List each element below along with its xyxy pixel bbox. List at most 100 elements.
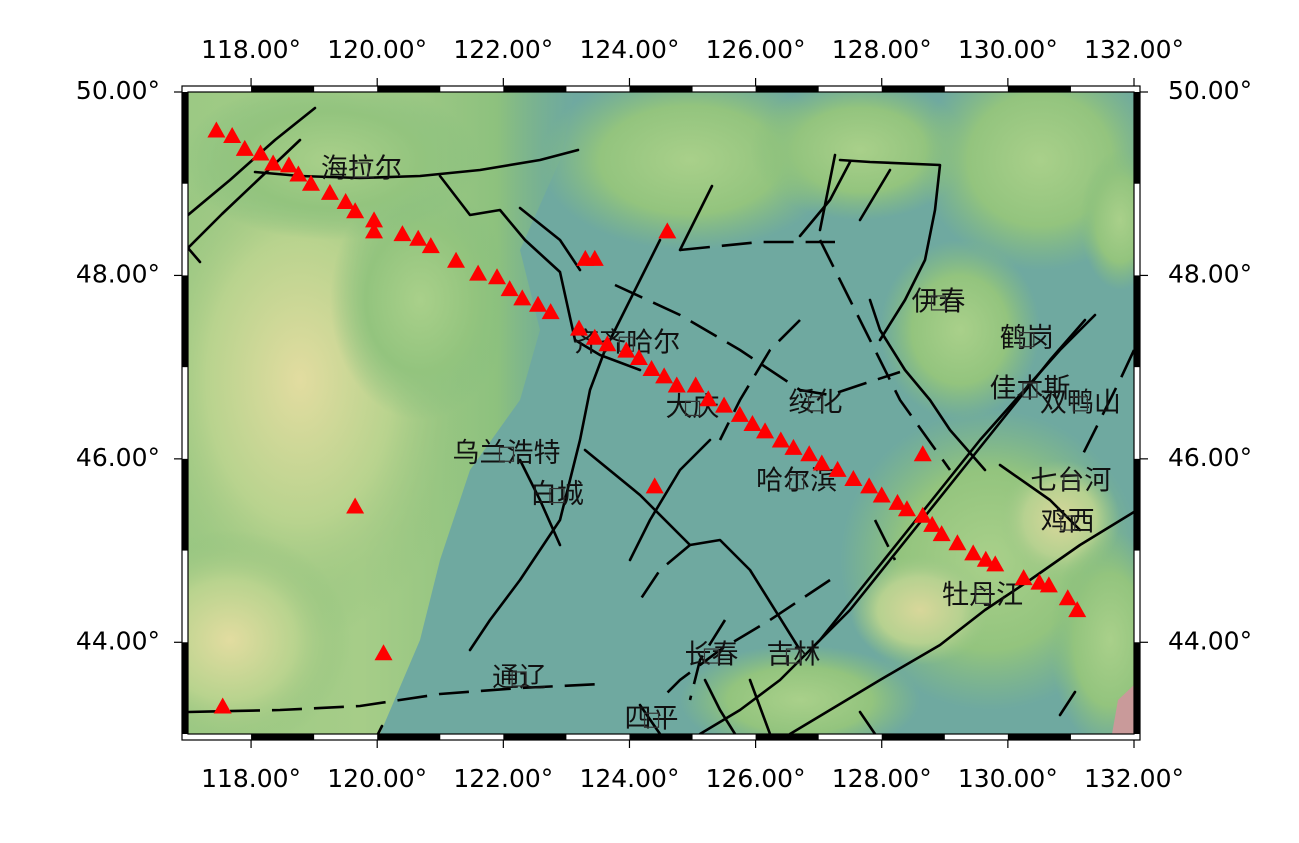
city-marker xyxy=(703,648,720,664)
station-marker xyxy=(860,477,879,494)
lat-tick-label-right: 48.00° xyxy=(1168,259,1252,288)
station-marker xyxy=(500,280,519,297)
lon-tick-label-bottom: 130.00° xyxy=(958,764,1058,793)
city-marker xyxy=(498,446,515,462)
station-marker xyxy=(800,445,819,462)
city-label: 双鸭山 xyxy=(1040,387,1121,418)
frame-bar xyxy=(1134,642,1140,734)
station-marker xyxy=(346,497,365,514)
station-marker xyxy=(756,422,775,439)
station-marker xyxy=(730,405,749,422)
station-marker xyxy=(469,264,488,281)
station-marker xyxy=(207,121,226,138)
city-marker xyxy=(930,295,947,311)
map-frame xyxy=(181,85,1141,741)
lon-tick-label-bottom: 128.00° xyxy=(832,764,932,793)
city-marker xyxy=(785,648,802,664)
city-marker xyxy=(549,487,565,504)
lon-tick-label-top: 130.00° xyxy=(958,35,1058,64)
station-marker xyxy=(784,438,803,455)
station-marker xyxy=(658,222,677,239)
frame-bar xyxy=(881,86,945,92)
frame-bar xyxy=(755,734,819,740)
station-marker xyxy=(913,506,932,523)
station-marker xyxy=(488,268,507,285)
frame-bar xyxy=(377,734,441,740)
station-marker xyxy=(421,237,440,254)
station-marker xyxy=(642,359,661,376)
station-marker xyxy=(393,225,412,242)
station-marker xyxy=(529,295,548,312)
city-marker xyxy=(975,588,991,605)
city-label: 吉林 xyxy=(766,640,820,671)
station-marker xyxy=(336,193,355,210)
lat-tick-label-left: 44.00° xyxy=(76,626,160,655)
station-marker xyxy=(223,127,242,144)
station-marker xyxy=(771,431,790,448)
station-marker xyxy=(289,165,308,182)
station-marker xyxy=(374,644,393,661)
city-label: 绥化 xyxy=(789,387,843,418)
station-marker xyxy=(872,486,891,503)
frame-bar xyxy=(1007,86,1071,92)
station-marker xyxy=(629,348,648,365)
station-marker xyxy=(365,211,384,228)
station-marker xyxy=(513,289,532,306)
station-marker xyxy=(655,367,674,384)
lon-tick-label-bottom: 122.00° xyxy=(453,764,553,793)
station-marker xyxy=(828,460,847,477)
station-marker xyxy=(743,415,762,432)
lon-tick-label-bottom: 126.00° xyxy=(706,764,806,793)
city-marker xyxy=(1063,474,1079,490)
lon-tick-label-bottom: 120.00° xyxy=(327,764,427,793)
lat-tick-label-left: 46.00° xyxy=(76,443,160,472)
city-marker xyxy=(788,474,805,490)
station-marker xyxy=(699,390,718,407)
station-marker xyxy=(686,376,705,393)
fault-lines xyxy=(188,106,1134,734)
station-marker xyxy=(986,555,1005,572)
city-label: 四平 xyxy=(625,704,679,735)
frame-bar xyxy=(629,734,693,740)
lat-tick-label-right: 44.00° xyxy=(1168,626,1252,655)
city-label: 牡丹江 xyxy=(942,580,1023,611)
city-label: 七台河 xyxy=(1030,465,1111,496)
station-marker xyxy=(1014,569,1033,586)
station-marker xyxy=(1039,576,1058,593)
station-markers xyxy=(207,121,1087,714)
city-marker xyxy=(1072,396,1088,412)
frame-bar xyxy=(251,734,315,740)
station-marker xyxy=(913,445,932,462)
station-marker xyxy=(888,493,907,510)
station-marker xyxy=(585,328,604,345)
lat-tick-label-right: 46.00° xyxy=(1168,443,1252,472)
city-label: 长春 xyxy=(684,640,738,671)
station-marker xyxy=(948,534,967,551)
city-labels: 海拉尔齐齐哈尔伊春鹤岗佳木斯双鸭山大庆绥化乌兰浩特白城哈尔滨七台河鸡西牡丹江长春… xyxy=(321,153,1121,734)
lat-tick-label-right: 50.00° xyxy=(1168,76,1252,105)
frame-bar xyxy=(182,92,188,184)
station-marker xyxy=(541,303,560,320)
station-marker xyxy=(301,174,320,191)
frame-bar xyxy=(1007,734,1071,740)
station-marker xyxy=(251,144,270,161)
station-marker xyxy=(409,229,428,246)
station-marker xyxy=(264,154,283,171)
frame-bar xyxy=(182,458,188,551)
city-label: 佳木斯 xyxy=(989,374,1070,405)
station-marker xyxy=(235,139,254,156)
frame-bar xyxy=(1134,458,1140,551)
lat-tick-label-left: 48.00° xyxy=(76,259,160,288)
frame-bar xyxy=(182,275,188,368)
station-marker xyxy=(715,396,734,413)
lon-tick-label-top: 128.00° xyxy=(832,35,932,64)
station-marker xyxy=(897,500,916,517)
station-marker xyxy=(976,550,995,567)
city-marker xyxy=(643,712,660,728)
station-marker xyxy=(617,341,636,358)
lon-tick-label-top: 118.00° xyxy=(201,35,301,64)
lon-tick-label-bottom: 118.00° xyxy=(201,764,301,793)
city-marker xyxy=(1022,382,1038,398)
station-marker xyxy=(447,251,466,268)
